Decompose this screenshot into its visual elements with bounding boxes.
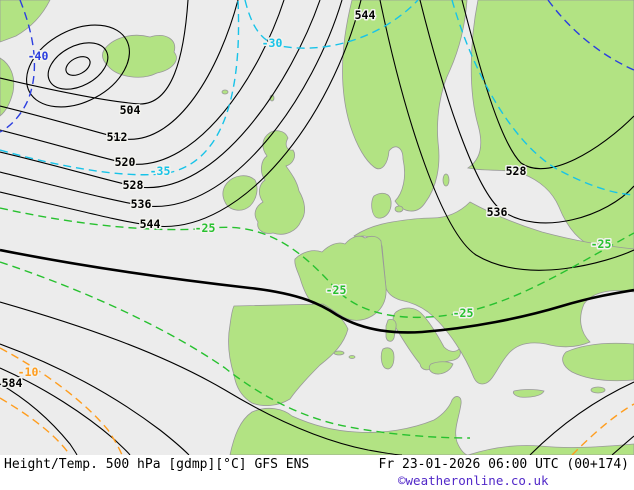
height-contour-536-east: [419, 0, 634, 224]
land-france: [294, 235, 387, 321]
height-contour-520: [0, 0, 285, 165]
height-contour-label: 536: [131, 197, 152, 211]
land-continental-europe: [353, 201, 634, 385]
height-contour-512: [0, 0, 239, 140]
land-faroes: [221, 89, 229, 95]
temp-contour-label: -35: [150, 164, 171, 178]
land-greenland-corner: [0, 0, 51, 43]
height-contour-se-1: [529, 381, 634, 455]
land-greenland-strip: [0, 57, 15, 117]
height-contour-544: [0, 0, 362, 227]
temp-contour-minus40: [0, 0, 36, 133]
height-contour-label: 584: [2, 376, 23, 390]
height-contour-label: 520: [115, 155, 136, 169]
temp-contour-orange-southeast: [571, 403, 634, 455]
temp-contour-label: -25: [195, 221, 216, 235]
height-contour-584: [0, 383, 78, 455]
weather-map: 504 512 520 528 536 544 544 528 536 584 -40 -30 -35 -…: [0, 0, 634, 455]
contour-label-layer: 504 512 520 528 536 544 544 528 536 584 -40 -30 -35 -…: [0, 7, 613, 392]
height-contours: [0, 0, 634, 455]
temp-contour-label: -40: [28, 49, 49, 63]
height-contour-inner: [65, 56, 91, 76]
height-contour-560: [0, 301, 403, 455]
temp-contour-minus30: [244, 0, 419, 49]
temp-contour-orange-corner: [0, 397, 71, 455]
land-iberia: [228, 303, 349, 407]
height-contour-552-thick: [0, 248, 634, 334]
height-contour-576: [0, 367, 131, 455]
height-contour-label: 504: [120, 103, 141, 117]
height-contour-se-2: [611, 435, 634, 455]
temp-contour-minus30-east: [451, 0, 634, 196]
temp-contour-minus10: [0, 347, 123, 455]
temp-contour-minus35: [0, 0, 240, 176]
temp-contour-label: -25: [453, 306, 474, 320]
chart-title: Height/Temp. 500 hPa [gdmp][°C] GFS ENS: [4, 457, 310, 472]
temp-contour-label: -25: [326, 283, 347, 297]
land-turkey: [562, 342, 634, 382]
height-contour-536: [0, 0, 343, 207]
height-contour-504: [0, 0, 189, 105]
temp-contour-label: -25: [591, 237, 612, 251]
land-gotland: [442, 173, 450, 187]
temp-contour-label: -30: [262, 36, 283, 50]
height-contour-label: 544: [355, 8, 376, 22]
land-layer: [0, 0, 634, 455]
land-ireland: [222, 175, 258, 211]
land-menorca: [348, 355, 356, 359]
height-contour-label: 512: [107, 130, 128, 144]
height-contour-label: 528: [506, 164, 527, 178]
temperature-contours: [0, 0, 634, 455]
land-corsica: [385, 319, 397, 342]
height-contour-528: [0, 0, 321, 189]
land-crete: [512, 389, 545, 398]
run-datetime: Fr 23-01-2026 06:00 UTC (00+174): [378, 457, 629, 472]
height-contour-label: 528: [123, 178, 144, 192]
status-bar: Height/Temp. 500 hPa [gdmp][°C] GFS ENS …: [0, 455, 634, 490]
land-scandinavia: [342, 0, 468, 212]
land-zealand: [394, 205, 404, 213]
height-contour-528-east: [461, 0, 634, 170]
land-italy: [392, 307, 461, 371]
land-mallorca: [333, 350, 345, 356]
land-denmark: [371, 192, 392, 219]
height-contour-label: 544: [140, 217, 161, 231]
temp-contour-green-south: [0, 261, 471, 439]
copyright-watermark: ©weatheronline.co.uk: [398, 473, 549, 488]
height-contour-label: 536: [487, 205, 508, 219]
land-sardinia: [380, 347, 395, 370]
land-cyprus: [590, 386, 606, 394]
temp-contour-minus25: [0, 207, 634, 319]
height-contour-544-east: [379, 0, 634, 271]
temp-contour-label: -10: [18, 365, 39, 379]
height-contour-inner: [47, 42, 109, 90]
height-contour-568: [0, 343, 190, 455]
temp-contour-blue-northeast: [547, 0, 634, 71]
land-sicily: [428, 361, 454, 375]
